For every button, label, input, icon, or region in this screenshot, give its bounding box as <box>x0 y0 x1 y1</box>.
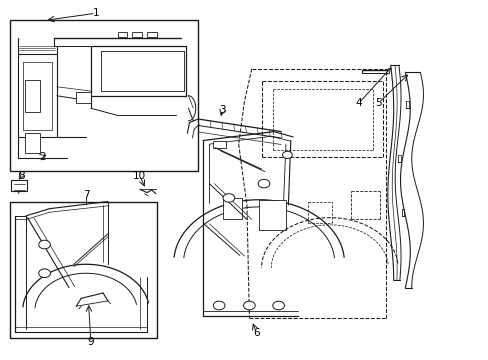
Text: 1: 1 <box>92 8 99 18</box>
Text: 2: 2 <box>39 152 45 162</box>
Circle shape <box>258 179 269 188</box>
Bar <box>118 32 127 37</box>
Bar <box>10 21 198 171</box>
Bar <box>25 80 40 112</box>
Circle shape <box>213 301 224 310</box>
Bar <box>10 202 157 338</box>
Bar <box>76 92 91 103</box>
Bar <box>222 198 242 220</box>
Bar <box>25 134 40 153</box>
Text: 5: 5 <box>374 98 381 108</box>
Text: 9: 9 <box>87 337 94 347</box>
Text: 4: 4 <box>355 98 362 108</box>
Text: 7: 7 <box>82 190 89 200</box>
Text: 10: 10 <box>133 171 146 181</box>
Text: 8: 8 <box>18 171 24 181</box>
Bar <box>132 32 142 37</box>
Bar <box>212 140 226 148</box>
Bar <box>259 200 285 230</box>
Circle shape <box>272 301 284 310</box>
Circle shape <box>39 269 50 278</box>
Bar <box>11 180 27 191</box>
Circle shape <box>223 194 234 202</box>
Circle shape <box>39 240 50 249</box>
Circle shape <box>282 151 292 158</box>
Text: 6: 6 <box>253 328 260 338</box>
Text: 3: 3 <box>219 105 225 115</box>
Bar <box>147 32 157 37</box>
Circle shape <box>243 301 255 310</box>
